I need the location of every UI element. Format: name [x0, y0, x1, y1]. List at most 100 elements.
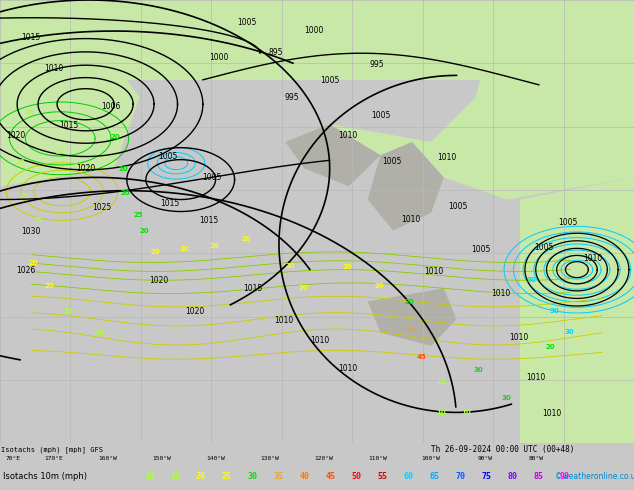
- Text: 20: 20: [209, 243, 219, 249]
- Polygon shape: [285, 124, 380, 186]
- Text: 10: 10: [461, 409, 471, 415]
- Text: Isotachs (mph) [mph] GFS: Isotachs (mph) [mph] GFS: [1, 446, 103, 453]
- Text: 1005: 1005: [558, 218, 577, 227]
- Text: 10: 10: [436, 379, 446, 385]
- Text: 20: 20: [404, 299, 414, 305]
- Text: 70: 70: [456, 472, 466, 481]
- Text: 1015: 1015: [160, 199, 179, 208]
- Text: 25: 25: [222, 472, 232, 481]
- Text: 10: 10: [144, 472, 154, 481]
- Text: 60: 60: [404, 472, 414, 481]
- Text: 30: 30: [526, 277, 536, 283]
- Text: 20: 20: [44, 283, 55, 289]
- Text: 1005: 1005: [471, 245, 490, 254]
- Text: 20: 20: [179, 246, 189, 252]
- Polygon shape: [0, 0, 634, 80]
- Text: 45: 45: [326, 472, 336, 481]
- Text: 20: 20: [120, 190, 131, 196]
- Text: 1005: 1005: [320, 76, 339, 85]
- Text: 20: 20: [25, 109, 36, 115]
- Text: 995: 995: [284, 93, 299, 102]
- Text: 1010: 1010: [311, 336, 330, 345]
- Text: 20: 20: [374, 283, 384, 289]
- Text: 1010: 1010: [338, 365, 357, 373]
- Text: 1020: 1020: [6, 131, 25, 140]
- Text: 150°W: 150°W: [152, 456, 171, 461]
- Text: 25: 25: [34, 217, 42, 222]
- Text: 80°W: 80°W: [528, 456, 543, 461]
- Text: 20: 20: [342, 264, 353, 270]
- Text: 30: 30: [474, 368, 484, 373]
- Text: 20: 20: [119, 167, 129, 172]
- Text: 1010: 1010: [437, 153, 456, 162]
- Text: 1010: 1010: [401, 215, 420, 224]
- Text: 20: 20: [15, 159, 25, 165]
- Polygon shape: [0, 35, 139, 186]
- Text: 40: 40: [300, 472, 310, 481]
- Text: 75: 75: [482, 472, 492, 481]
- Text: 70°E: 70°E: [5, 456, 20, 461]
- Text: 1005: 1005: [382, 157, 401, 167]
- Polygon shape: [520, 177, 634, 443]
- Text: 20: 20: [241, 237, 251, 243]
- Text: ©weatheronline.co.uk: ©weatheronline.co.uk: [555, 472, 634, 481]
- Text: 995: 995: [370, 60, 385, 69]
- Text: 1010: 1010: [583, 254, 602, 263]
- Text: 140°W: 140°W: [206, 456, 225, 461]
- Text: Th 26-09-2024 00:00 UTC (00+48): Th 26-09-2024 00:00 UTC (00+48): [431, 445, 574, 454]
- Text: 130°W: 130°W: [260, 456, 279, 461]
- Text: Isotachs 10m (mph): Isotachs 10m (mph): [3, 472, 87, 481]
- Text: 80: 80: [508, 472, 518, 481]
- Text: 20: 20: [110, 134, 120, 140]
- Text: 25: 25: [134, 212, 143, 218]
- Text: 90: 90: [560, 472, 570, 481]
- Text: 35: 35: [406, 327, 416, 333]
- Text: 1000: 1000: [209, 53, 228, 62]
- Text: 1010: 1010: [44, 64, 63, 73]
- Text: 15: 15: [63, 308, 74, 314]
- Text: 1005: 1005: [203, 173, 222, 182]
- Text: 30: 30: [248, 472, 258, 481]
- Text: 1000: 1000: [304, 25, 323, 35]
- Text: 1006: 1006: [101, 102, 120, 111]
- Text: 1010: 1010: [491, 289, 510, 298]
- Text: 160°W: 160°W: [98, 456, 117, 461]
- Text: 85: 85: [534, 472, 544, 481]
- Text: 20: 20: [298, 285, 308, 291]
- Text: 55: 55: [378, 472, 388, 481]
- Text: 20: 20: [28, 260, 38, 266]
- Text: 25: 25: [20, 193, 29, 199]
- Text: 45: 45: [417, 354, 427, 360]
- Text: 30: 30: [550, 308, 560, 314]
- Polygon shape: [330, 22, 634, 199]
- Text: 100°W: 100°W: [422, 456, 441, 461]
- Text: 1020: 1020: [149, 276, 168, 285]
- Text: 20: 20: [139, 228, 150, 235]
- Text: 1005: 1005: [534, 243, 553, 252]
- Text: 1015: 1015: [59, 121, 78, 129]
- Text: 50: 50: [352, 472, 362, 481]
- Text: 10: 10: [95, 330, 105, 337]
- Text: 1030: 1030: [21, 227, 40, 236]
- Text: 1010: 1010: [338, 131, 357, 140]
- Polygon shape: [368, 288, 456, 346]
- Text: 65: 65: [430, 472, 440, 481]
- Text: 15: 15: [170, 472, 180, 481]
- Text: 1010: 1010: [542, 409, 561, 418]
- Text: 30: 30: [564, 329, 574, 335]
- Text: 1010: 1010: [509, 333, 528, 343]
- Text: 1010: 1010: [275, 316, 294, 325]
- Text: 1005: 1005: [448, 202, 467, 211]
- Text: 110°W: 110°W: [368, 456, 387, 461]
- Polygon shape: [368, 142, 444, 231]
- Text: 1020: 1020: [186, 307, 205, 316]
- Text: 10: 10: [436, 410, 446, 416]
- Text: 1025: 1025: [92, 203, 111, 212]
- Text: 895: 895: [269, 48, 283, 57]
- Text: 20: 20: [285, 263, 295, 269]
- Text: 35: 35: [274, 472, 284, 481]
- Text: 1010: 1010: [526, 373, 545, 382]
- Text: 1005: 1005: [158, 151, 178, 161]
- Text: 1010: 1010: [425, 267, 444, 276]
- Text: 1015: 1015: [21, 33, 40, 42]
